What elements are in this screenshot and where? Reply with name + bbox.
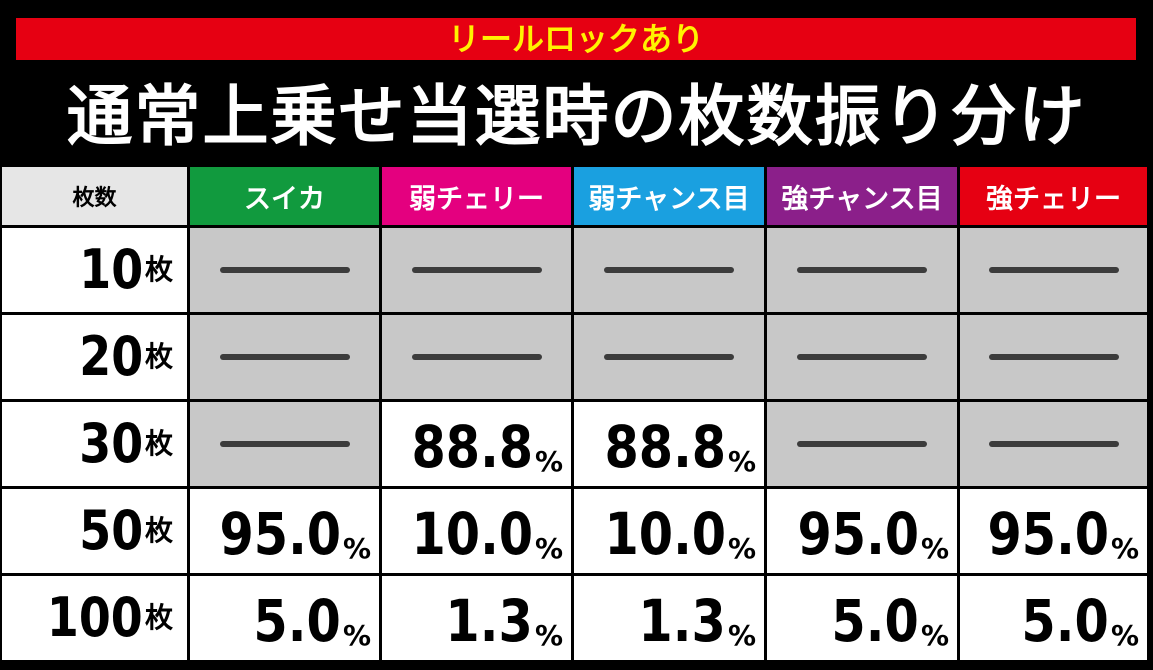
dash xyxy=(604,354,734,360)
dash xyxy=(797,267,927,273)
row-label: 100 枚 xyxy=(2,576,187,660)
row-unit: 枚 xyxy=(144,514,173,547)
corner-header: 枚数 xyxy=(2,167,187,225)
row-number: 100 xyxy=(47,586,143,649)
unit: % xyxy=(727,619,756,652)
value: 5.0 xyxy=(831,587,919,655)
unit: % xyxy=(534,619,563,652)
dash xyxy=(604,267,734,273)
empty-cell xyxy=(574,315,764,399)
empty-cell xyxy=(190,402,379,486)
row-label: 30 枚 xyxy=(2,402,187,486)
empty-cell xyxy=(574,228,764,312)
empty-cell xyxy=(767,402,957,486)
unit: % xyxy=(920,532,949,565)
value-cell: 88.8% xyxy=(382,402,571,486)
value: 10.0 xyxy=(604,500,726,568)
value: 1.3 xyxy=(445,587,533,655)
value-cell: 10.0% xyxy=(382,489,571,573)
column-header: 弱チェリー xyxy=(382,167,571,225)
empty-cell xyxy=(190,228,379,312)
empty-cell xyxy=(382,228,571,312)
dash xyxy=(411,354,542,360)
row-unit: 枚 xyxy=(144,340,173,373)
dash xyxy=(411,267,542,273)
value-cell: 5.0% xyxy=(960,576,1147,660)
unit: % xyxy=(342,532,371,565)
value-cell: 95.0% xyxy=(960,489,1147,573)
dash xyxy=(219,441,350,447)
title: 通常上乗せ当選時の枚数振り分け xyxy=(66,78,1087,155)
dash xyxy=(988,267,1119,273)
row-number: 30 xyxy=(79,412,143,475)
value: 5.0 xyxy=(1021,587,1109,655)
value-cell: 88.8% xyxy=(574,402,764,486)
empty-cell xyxy=(190,315,379,399)
row-unit: 枚 xyxy=(144,253,173,286)
dash xyxy=(797,354,927,360)
value: 95.0 xyxy=(797,500,919,568)
unit: % xyxy=(727,532,756,565)
dash xyxy=(988,354,1119,360)
value-cell: 1.3% xyxy=(574,576,764,660)
unit: % xyxy=(1110,532,1139,565)
value-cell: 5.0% xyxy=(190,576,379,660)
row-number: 20 xyxy=(79,325,143,388)
unit: % xyxy=(342,619,371,652)
value-cell: 5.0% xyxy=(767,576,957,660)
column-header: 強チェリー xyxy=(960,167,1147,225)
row-unit: 枚 xyxy=(144,601,173,634)
value: 1.3 xyxy=(638,587,726,655)
value: 5.0 xyxy=(253,587,341,655)
empty-cell xyxy=(767,228,957,312)
dash xyxy=(219,267,350,273)
row-label: 20 枚 xyxy=(2,315,187,399)
unit: % xyxy=(727,445,756,478)
value: 88.8 xyxy=(604,413,726,481)
empty-cell xyxy=(960,228,1147,312)
value-cell: 95.0% xyxy=(190,489,379,573)
row-unit: 枚 xyxy=(144,427,173,460)
row-label: 50 枚 xyxy=(2,489,187,573)
value: 88.8 xyxy=(411,413,533,481)
empty-cell xyxy=(767,315,957,399)
unit: % xyxy=(920,619,949,652)
value: 95.0 xyxy=(987,500,1109,568)
value-cell: 1.3% xyxy=(382,576,571,660)
column-header: スイカ xyxy=(190,167,379,225)
value-cell: 95.0% xyxy=(767,489,957,573)
dash xyxy=(988,441,1119,447)
row-number: 10 xyxy=(79,238,143,301)
dash xyxy=(219,354,350,360)
empty-cell xyxy=(960,315,1147,399)
unit: % xyxy=(534,532,563,565)
empty-cell xyxy=(960,402,1147,486)
empty-cell xyxy=(382,315,571,399)
value: 95.0 xyxy=(219,500,341,568)
row-label: 10 枚 xyxy=(2,228,187,312)
unit: % xyxy=(1110,619,1139,652)
column-header: 弱チャンス目 xyxy=(574,167,764,225)
unit: % xyxy=(534,445,563,478)
row-number: 50 xyxy=(79,499,143,562)
badge: リールロックあり xyxy=(16,18,1136,60)
column-header: 強チャンス目 xyxy=(767,167,957,225)
value: 10.0 xyxy=(411,500,533,568)
dash xyxy=(797,441,927,447)
value-cell: 10.0% xyxy=(574,489,764,573)
